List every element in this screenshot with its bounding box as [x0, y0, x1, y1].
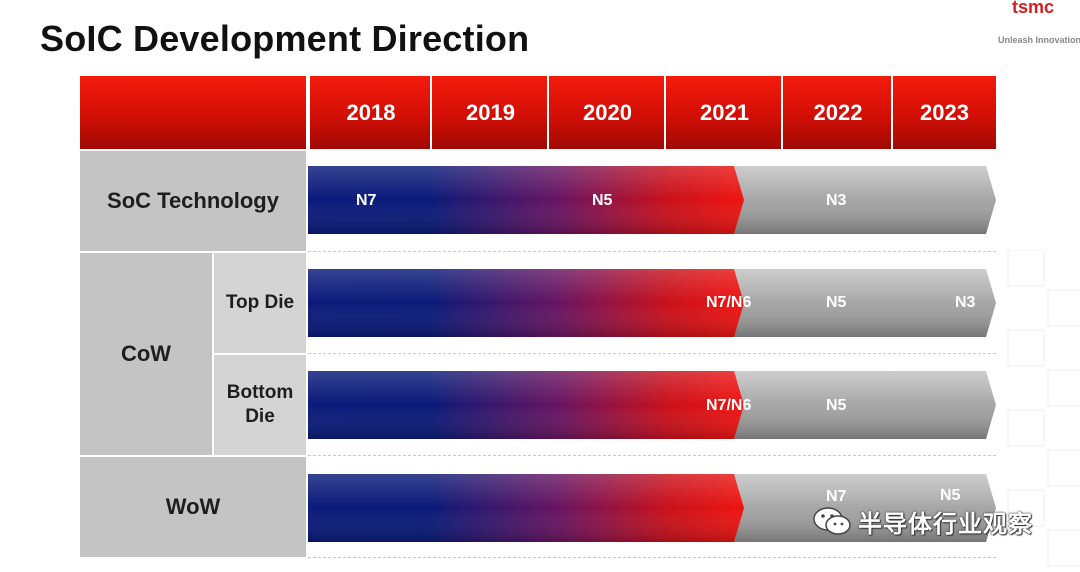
- bottom-die-label-n5: N5: [826, 397, 847, 414]
- watermark-text: 半导体行业观察: [858, 509, 1033, 538]
- year-header-2020: 2020: [547, 76, 666, 149]
- logo-mark: tsmc: [1012, 0, 1055, 17]
- roadmap-bar-top-die: [308, 269, 998, 337]
- row-label-soc-technology: SoC Technology: [80, 151, 306, 251]
- row-label-bottom-die: Bottom Die: [214, 355, 306, 455]
- logo-tagline: Unleash Innovation: [998, 35, 1080, 45]
- row-label-top-die: Top Die: [214, 253, 306, 353]
- row-separator: [308, 251, 996, 252]
- roadmap-bar-bottom-die: [308, 371, 998, 439]
- top-die-label-n7-n6: N7/N6: [706, 294, 752, 311]
- year-header-2019: 2019: [430, 76, 549, 149]
- year-header-2022: 2022: [781, 76, 893, 149]
- page-title: SoIC Development Direction: [40, 18, 530, 59]
- row-label-wow: WoW: [80, 457, 306, 557]
- top-die-label-n5: N5: [826, 294, 847, 311]
- year-header-2021: 2021: [664, 76, 783, 149]
- roadmap-bar-soc-technology: [308, 166, 998, 234]
- watermark: 半导体行业观察: [812, 503, 1033, 539]
- bottom-die-label-n7-n6: N7/N6: [706, 397, 752, 414]
- background-grid-decoration: [1007, 250, 1080, 567]
- tsmc-logo: tsmc Unleash Innovation: [996, 0, 1080, 50]
- wow-label-n7: N7: [826, 488, 847, 505]
- top-die-label-n3: N3: [955, 294, 976, 311]
- row-separator: [308, 557, 996, 558]
- wow-label-n5: N5: [940, 487, 961, 504]
- row-label-cow: CoW: [80, 253, 212, 455]
- year-header-2023: 2023: [891, 76, 996, 149]
- year-header-2018: 2018: [308, 76, 432, 149]
- soc-label-n5: N5: [592, 192, 613, 209]
- header-corner: [80, 76, 306, 149]
- row-separator: [308, 353, 996, 354]
- soc-label-n7: N7: [356, 192, 377, 209]
- soc-label-n3: N3: [826, 192, 847, 209]
- wechat-icon: [813, 507, 851, 535]
- row-separator: [308, 455, 996, 456]
